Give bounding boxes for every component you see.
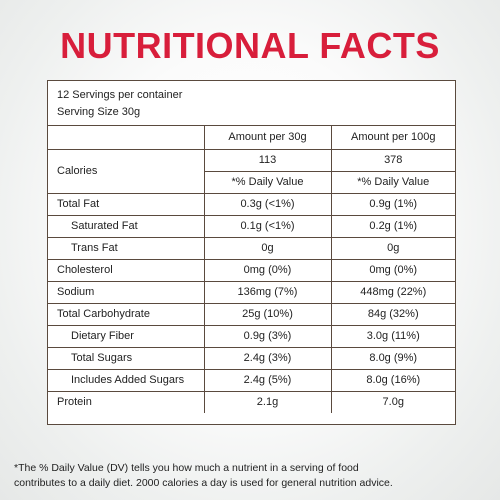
- nutrient-per-100g: 3.0g (11%): [331, 325, 455, 348]
- nutrient-per-30g: 0.3g (<1%): [204, 193, 332, 216]
- page-title: NUTRITIONAL FACTS: [60, 25, 440, 66]
- table-row: Total Sugars 2.4g (3%) 8.0g (9%): [48, 347, 455, 370]
- table-header-row: Amount per 30g Amount per 100g: [48, 126, 455, 150]
- daily-value-header-100g: *% Daily Value: [331, 171, 455, 194]
- nutrient-label: Cholesterol: [48, 259, 205, 282]
- nutrient-per-30g: 2.1g: [204, 391, 332, 413]
- header-blank-cell: [48, 126, 205, 150]
- servings-per-container: 12 Servings per container: [57, 89, 183, 101]
- table-row: Dietary Fiber 0.9g (3%) 3.0g (11%): [48, 325, 455, 348]
- nutrition-facts-panel: 12 Servings per container Serving Size 3…: [47, 80, 456, 425]
- daily-value-header-30g: *% Daily Value: [204, 171, 332, 194]
- nutrient-label: Includes Added Sugars: [48, 369, 205, 392]
- nutrient-per-100g: 8.0g (16%): [331, 369, 455, 392]
- nutrient-label: Protein: [48, 391, 205, 413]
- table-row: Total Fat 0.3g (<1%) 0.9g (1%): [48, 193, 455, 216]
- nutrient-label: Total Sugars: [48, 347, 205, 370]
- nutrient-per-30g: 2.4g (3%): [204, 347, 332, 370]
- nutrient-per-100g: 0mg (0%): [331, 259, 455, 282]
- nutrient-per-30g: 136mg (7%): [204, 281, 332, 304]
- daily-value-header-row: *% Daily Value *% Daily Value: [48, 171, 455, 194]
- table-row: Protein 2.1g 7.0g: [48, 391, 455, 413]
- nutrient-per-30g: 2.4g (5%): [204, 369, 332, 392]
- nutrient-label: Total Fat: [48, 193, 205, 216]
- table-row: Cholesterol 0mg (0%) 0mg (0%): [48, 259, 455, 282]
- table-row: Trans Fat 0g 0g: [48, 237, 455, 260]
- nutrient-per-30g: 0.1g (<1%): [204, 215, 332, 238]
- header-per-30g: Amount per 30g: [204, 126, 332, 150]
- calories-row: Calories 113 378: [48, 149, 455, 194]
- nutrient-per-30g: 0.9g (3%): [204, 325, 332, 348]
- nutrient-per-100g: 0.9g (1%): [331, 193, 455, 216]
- header-per-100g: Amount per 100g: [331, 126, 455, 150]
- nutrient-per-100g: 84g (32%): [331, 303, 455, 326]
- nutrient-per-100g: 448mg (22%): [331, 281, 455, 304]
- footnote-line: contributes to a daily diet. 2000 calori…: [14, 477, 393, 489]
- nutrient-per-30g: 25g (10%): [204, 303, 332, 326]
- nutrient-label: Total Carbohydrate: [48, 303, 205, 326]
- serving-info: 12 Servings per container Serving Size 3…: [48, 81, 455, 126]
- nutrient-label: Trans Fat: [48, 237, 205, 260]
- nutrient-per-30g: 0mg (0%): [204, 259, 332, 282]
- calories-per-30g: 113: [204, 149, 332, 172]
- serving-size: Serving Size 30g: [57, 106, 141, 118]
- footnote-line: *The % Daily Value (DV) tells you how mu…: [14, 462, 359, 474]
- nutrition-table: Amount per 30g Amount per 100g Calories …: [48, 126, 455, 413]
- calories-label: Calories: [48, 149, 205, 194]
- nutrient-label: Saturated Fat: [48, 215, 205, 238]
- table-row: Sodium 136mg (7%) 448mg (22%): [48, 281, 455, 304]
- table-row: Includes Added Sugars 2.4g (5%) 8.0g (16…: [48, 369, 455, 392]
- footnote: *The % Daily Value (DV) tells you how mu…: [14, 461, 494, 491]
- nutrient-label: Sodium: [48, 281, 205, 304]
- nutrient-per-100g: 7.0g: [382, 396, 404, 408]
- nutrient-label: Dietary Fiber: [48, 325, 205, 348]
- table-row: Total Carbohydrate 25g (10%) 84g (32%): [48, 303, 455, 326]
- table-row: Saturated Fat 0.1g (<1%) 0.2g (1%): [48, 215, 455, 238]
- calories-per-100g: 378: [331, 149, 455, 172]
- nutrient-per-30g: 0g: [204, 237, 332, 260]
- nutrient-per-100g: 0g: [331, 237, 455, 260]
- nutrient-per-100g: 8.0g (9%): [331, 347, 455, 370]
- nutrient-per-100g: 0.2g (1%): [331, 215, 455, 238]
